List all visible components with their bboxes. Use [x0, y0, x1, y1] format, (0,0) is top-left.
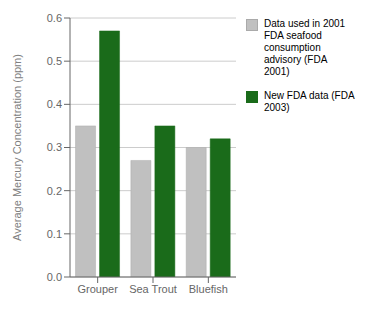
- html-text:consumption: consumption: [264, 42, 321, 53]
- html-text:FDA seafood: FDA seafood: [264, 30, 322, 41]
- html-text:2001): 2001): [264, 66, 290, 77]
- html-text:New FDA data (FDA: New FDA data (FDA: [264, 90, 355, 101]
- svg-text:Bluefish: Bluefish: [189, 283, 228, 295]
- svg-text:Average Mercury Concentration: Average Mercury Concentration (ppm): [11, 54, 23, 241]
- svg-text:0.6: 0.6: [47, 12, 62, 24]
- svg-text:0.2: 0.2: [47, 185, 62, 197]
- svg-text:Sea Trout: Sea Trout: [129, 283, 177, 295]
- html-text:2003): 2003): [264, 102, 290, 113]
- svg-text:0.4: 0.4: [47, 98, 62, 110]
- html-text:Data used in 2001: Data used in 2001: [264, 18, 346, 29]
- html-text:advisory (FDA: advisory (FDA: [264, 54, 328, 65]
- svg-text:Grouper: Grouper: [77, 283, 118, 295]
- svg-text:0.1: 0.1: [47, 228, 62, 240]
- svg-text:0.0: 0.0: [47, 271, 62, 283]
- svg-text:0.3: 0.3: [47, 141, 62, 153]
- svg-text:0.5: 0.5: [47, 55, 62, 67]
